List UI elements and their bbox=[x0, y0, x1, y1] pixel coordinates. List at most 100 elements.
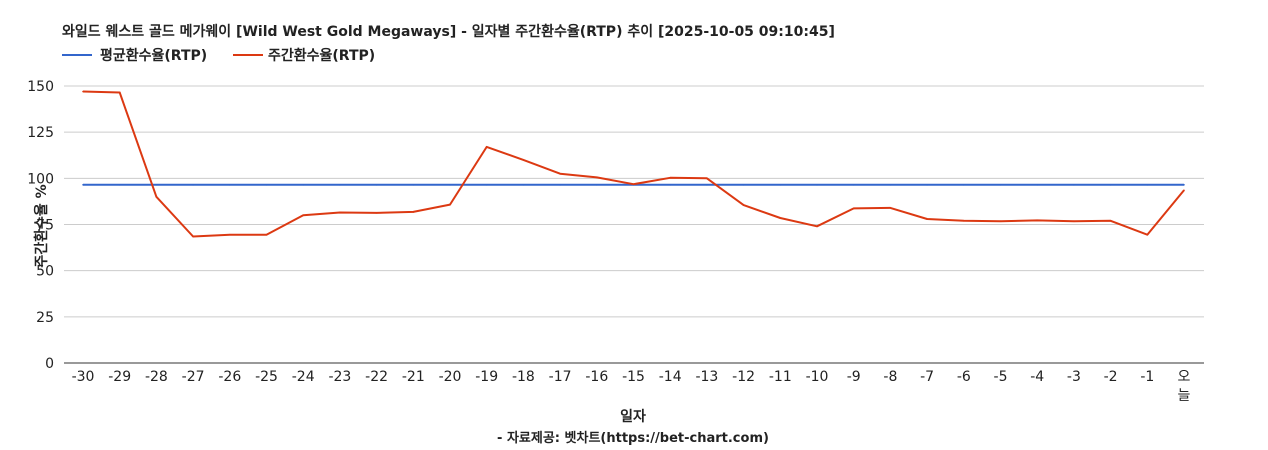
data-point-weekly bbox=[596, 176, 598, 179]
data-point-weekly bbox=[375, 212, 378, 214]
x-tick-label: -18 bbox=[512, 369, 535, 385]
x-tick-label: -3 bbox=[1067, 369, 1081, 385]
x-tick-label: -28 bbox=[145, 369, 168, 385]
data-point-average bbox=[779, 183, 782, 186]
data-point-weekly bbox=[339, 211, 341, 214]
y-tick-label: 75 bbox=[36, 218, 54, 234]
y-tick-label: 50 bbox=[36, 264, 54, 280]
data-point-average bbox=[1146, 183, 1149, 186]
data-point-weekly bbox=[1036, 219, 1038, 222]
gridlines bbox=[64, 85, 1204, 364]
x-axis-label: 일자 bbox=[620, 409, 646, 425]
data-point-weekly bbox=[742, 204, 745, 206]
x-tick-label: -10 bbox=[806, 369, 829, 385]
data-point-average bbox=[742, 183, 745, 186]
data-point-weekly bbox=[192, 235, 194, 238]
data-point-weekly bbox=[779, 217, 782, 219]
x-tick-label: -7 bbox=[920, 369, 934, 385]
x-tick-label: -30 bbox=[72, 369, 95, 385]
data-point-weekly bbox=[706, 177, 708, 180]
x-tick-label: -12 bbox=[732, 369, 755, 385]
data-point-average bbox=[1036, 183, 1038, 186]
data-point-weekly bbox=[485, 146, 488, 148]
legend: 평균환수율(RTP) 주간환수율(RTP) bbox=[62, 47, 375, 64]
data-point-weekly bbox=[669, 176, 671, 179]
data-point-average bbox=[118, 183, 121, 186]
data-point-average bbox=[522, 183, 525, 186]
x-tick-label: -11 bbox=[769, 369, 792, 385]
x-tick-label: -26 bbox=[218, 369, 241, 385]
data-point-weekly bbox=[559, 172, 561, 175]
data-point-average bbox=[999, 183, 1002, 186]
data-point-average bbox=[852, 183, 855, 186]
data-point-average bbox=[926, 183, 928, 186]
data-point-weekly bbox=[118, 91, 121, 94]
data-point-average bbox=[229, 183, 231, 186]
x-tick-label: -27 bbox=[182, 369, 205, 385]
data-point-average bbox=[1073, 183, 1075, 186]
data-point-weekly bbox=[926, 218, 928, 220]
x-tick-label: 오 bbox=[1178, 369, 1191, 385]
x-tick-label: -13 bbox=[695, 369, 718, 385]
x-tick-label: -24 bbox=[292, 369, 315, 385]
data-point-average bbox=[449, 183, 451, 186]
data-point-average bbox=[339, 183, 341, 186]
x-tick-label: -2 bbox=[1104, 369, 1118, 385]
data-point-average bbox=[192, 183, 194, 186]
x-tick-label: 늘 bbox=[1178, 388, 1191, 404]
data-point-weekly bbox=[632, 183, 635, 186]
x-tick-label: -15 bbox=[622, 369, 645, 385]
data-point-weekly bbox=[999, 220, 1002, 222]
y-tick-label: 0 bbox=[45, 356, 54, 372]
x-tick-label: -21 bbox=[402, 369, 425, 385]
x-tick-label: -17 bbox=[549, 369, 572, 385]
data-point-weekly bbox=[889, 207, 892, 209]
legend-label-weekly: 주간환수율(RTP) bbox=[268, 47, 375, 64]
data-point-weekly bbox=[852, 207, 855, 210]
y-axis-label: 주간환수율 % bbox=[33, 184, 50, 267]
data-point-weekly bbox=[302, 214, 305, 217]
source-footer: - 자료제공: 벳차트(https://bet-chart.com) bbox=[497, 430, 769, 446]
y-tick-label: 150 bbox=[27, 79, 54, 95]
y-tick-labels: 0 25 50 75 100 125 150 bbox=[27, 79, 54, 372]
x-tick-label: -14 bbox=[659, 369, 682, 385]
x-tick-label: -8 bbox=[883, 369, 897, 385]
data-point-weekly bbox=[412, 211, 415, 213]
data-point-average bbox=[559, 183, 561, 186]
data-point-average bbox=[706, 183, 708, 186]
data-point-average bbox=[1109, 183, 1112, 186]
data-point-weekly bbox=[522, 159, 525, 161]
x-tick-label: -29 bbox=[108, 369, 131, 385]
x-tick-label: -20 bbox=[439, 369, 462, 385]
y-tick-label: 100 bbox=[27, 171, 54, 187]
data-point-average bbox=[82, 183, 84, 186]
x-tick-label: -4 bbox=[1030, 369, 1044, 385]
data-point-average bbox=[816, 183, 818, 186]
x-tick-label: -5 bbox=[994, 369, 1008, 385]
data-point-average bbox=[412, 183, 415, 186]
data-point-average bbox=[889, 183, 892, 186]
y-tick-label: 125 bbox=[27, 125, 54, 141]
x-tick-label: -9 bbox=[847, 369, 861, 385]
x-tick-label: -16 bbox=[585, 369, 608, 385]
chart-title: 와일드 웨스트 골드 메가웨이 [Wild West Gold Megaways… bbox=[62, 23, 835, 40]
data-point-weekly bbox=[1183, 189, 1185, 192]
x-tick-label: -19 bbox=[475, 369, 498, 385]
x-tick-label: -1 bbox=[1140, 369, 1154, 385]
data-point-average bbox=[375, 183, 378, 186]
data-point-weekly bbox=[229, 233, 231, 236]
data-point-weekly bbox=[963, 220, 965, 222]
series-line-weekly bbox=[82, 90, 1185, 238]
data-point-average bbox=[485, 183, 488, 186]
data-point-average bbox=[669, 183, 671, 186]
data-point-weekly bbox=[1073, 220, 1075, 222]
data-point-average bbox=[302, 183, 305, 186]
data-point-weekly bbox=[265, 233, 268, 236]
x-tick-label: -6 bbox=[957, 369, 971, 385]
data-point-average bbox=[1183, 183, 1185, 186]
data-point-weekly bbox=[1109, 220, 1112, 222]
data-point-weekly bbox=[816, 225, 818, 228]
data-point-weekly bbox=[449, 203, 451, 206]
data-point-weekly bbox=[82, 90, 84, 93]
